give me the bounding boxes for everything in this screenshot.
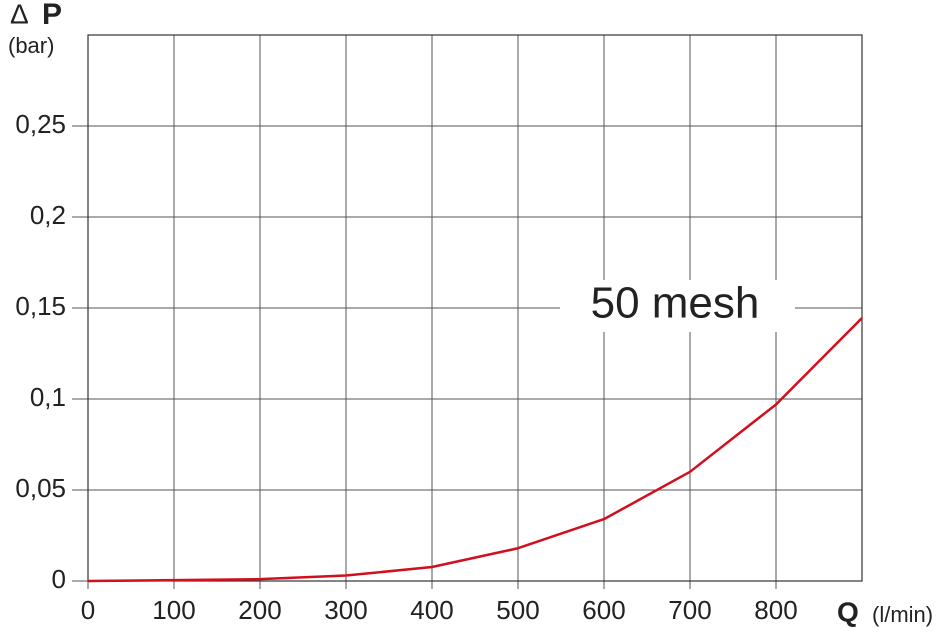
y-label-symbol: Δ	[10, 0, 29, 29]
x-tick-label: 500	[496, 595, 539, 625]
x-tick-label: 0	[81, 595, 95, 625]
x-tick-label: 700	[668, 595, 711, 625]
x-unit: (l/min)	[872, 602, 933, 627]
x-tick-label: 200	[238, 595, 281, 625]
plot-frame	[87, 34, 863, 582]
y-tick-label: 0,25	[15, 109, 66, 139]
y-tick-label: 0,1	[30, 382, 66, 412]
x-tick-label: 100	[152, 595, 195, 625]
x-tick-label: 800	[754, 595, 797, 625]
x-tick-label: 400	[410, 595, 453, 625]
series-label: 50 mesh	[591, 279, 760, 328]
data-line	[87, 317, 863, 583]
series-label-bg	[560, 280, 795, 332]
y-tick-label: 0,05	[15, 473, 66, 503]
x-tick-label: 300	[324, 595, 367, 625]
y-label: P	[42, 0, 62, 31]
x-tick-label: 600	[582, 595, 625, 625]
y-unit: (bar)	[8, 33, 54, 58]
y-tick-label: 0,15	[15, 291, 66, 321]
x-label: Q	[837, 596, 859, 627]
y-tick-label: 0	[52, 564, 66, 594]
y-tick-label: 0,2	[30, 200, 66, 230]
